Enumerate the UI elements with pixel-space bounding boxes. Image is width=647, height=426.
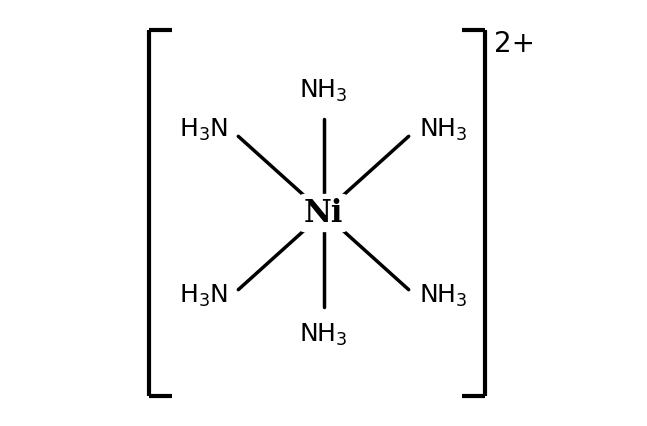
Text: Ni: Ni	[304, 198, 343, 228]
Text: NH$_3$: NH$_3$	[299, 322, 348, 348]
Text: 2+: 2+	[494, 30, 535, 58]
Text: H$_3$N: H$_3$N	[179, 117, 228, 143]
Text: NH$_3$: NH$_3$	[419, 117, 468, 143]
Text: NH$_3$: NH$_3$	[419, 283, 468, 309]
Text: H$_3$N: H$_3$N	[179, 283, 228, 309]
Text: NH$_3$: NH$_3$	[299, 78, 348, 104]
